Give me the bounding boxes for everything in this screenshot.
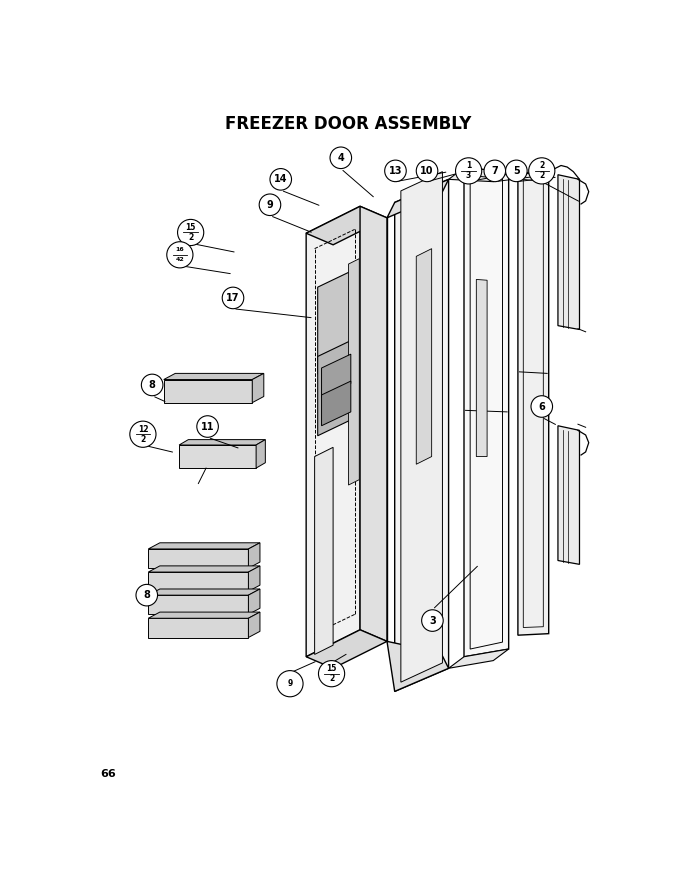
Circle shape [136, 584, 158, 606]
Text: 3: 3 [429, 616, 436, 626]
Polygon shape [148, 543, 260, 549]
Text: FREEZER DOOR ASSEMBLY: FREEZER DOOR ASSEMBLY [225, 115, 472, 133]
Polygon shape [179, 440, 265, 445]
Circle shape [318, 660, 345, 687]
Polygon shape [449, 649, 509, 668]
Polygon shape [322, 354, 351, 397]
Text: 9: 9 [288, 679, 292, 689]
Polygon shape [248, 589, 260, 614]
Text: 15: 15 [186, 223, 196, 232]
Polygon shape [148, 549, 248, 568]
Polygon shape [148, 595, 248, 614]
Text: 13: 13 [389, 165, 402, 176]
Polygon shape [248, 612, 260, 637]
Polygon shape [148, 612, 260, 619]
Polygon shape [387, 642, 449, 691]
Text: 8: 8 [149, 380, 156, 390]
Text: 1: 1 [466, 161, 471, 171]
Text: 2: 2 [539, 161, 545, 171]
Polygon shape [306, 206, 360, 657]
Text: 17: 17 [226, 293, 240, 303]
Polygon shape [248, 543, 260, 568]
Polygon shape [256, 440, 265, 468]
Circle shape [330, 147, 352, 168]
Circle shape [222, 287, 243, 309]
Polygon shape [387, 180, 449, 218]
Text: 6: 6 [539, 402, 545, 412]
Polygon shape [464, 168, 509, 657]
Polygon shape [248, 566, 260, 591]
Polygon shape [476, 280, 487, 457]
Circle shape [416, 160, 438, 181]
Text: 7: 7 [492, 165, 498, 176]
Polygon shape [322, 381, 351, 426]
Text: 2: 2 [188, 233, 193, 242]
Polygon shape [164, 373, 264, 380]
Text: 42: 42 [175, 258, 184, 262]
Circle shape [531, 396, 553, 418]
Polygon shape [360, 206, 387, 642]
Text: 4: 4 [337, 153, 344, 163]
Circle shape [484, 160, 505, 181]
Polygon shape [416, 249, 432, 465]
Circle shape [422, 610, 443, 631]
Polygon shape [558, 174, 579, 329]
Polygon shape [318, 269, 355, 374]
Text: 11: 11 [201, 421, 214, 432]
Text: 9: 9 [267, 200, 273, 210]
Polygon shape [348, 258, 359, 485]
Polygon shape [318, 339, 355, 435]
Polygon shape [509, 172, 549, 174]
Polygon shape [148, 566, 260, 572]
Polygon shape [179, 445, 256, 468]
Circle shape [197, 416, 218, 437]
Polygon shape [394, 180, 449, 691]
Text: 3: 3 [466, 172, 471, 181]
Text: 66: 66 [101, 769, 116, 779]
Polygon shape [148, 589, 260, 595]
Circle shape [528, 158, 555, 184]
Polygon shape [315, 447, 333, 654]
Text: 15: 15 [326, 665, 337, 673]
Polygon shape [401, 172, 443, 682]
Polygon shape [148, 572, 248, 591]
Circle shape [259, 194, 281, 216]
Circle shape [277, 671, 303, 696]
Circle shape [270, 168, 292, 190]
Text: 2: 2 [140, 435, 146, 443]
Circle shape [385, 160, 406, 181]
Text: 8: 8 [143, 590, 150, 600]
Polygon shape [148, 619, 248, 637]
Text: 2: 2 [329, 674, 334, 683]
Text: 16: 16 [175, 247, 184, 252]
Circle shape [177, 219, 204, 245]
Text: 10: 10 [420, 165, 434, 176]
Circle shape [167, 242, 193, 268]
Text: 12: 12 [137, 425, 148, 434]
Text: 5: 5 [513, 165, 520, 176]
Circle shape [130, 421, 156, 447]
Polygon shape [449, 168, 509, 181]
Text: 2: 2 [539, 172, 545, 181]
Text: 14: 14 [274, 174, 288, 184]
Circle shape [456, 158, 481, 184]
Circle shape [506, 160, 527, 181]
Polygon shape [306, 206, 387, 245]
Polygon shape [558, 426, 579, 565]
Polygon shape [306, 630, 387, 668]
Circle shape [141, 374, 163, 396]
Polygon shape [164, 380, 252, 403]
Polygon shape [252, 373, 264, 403]
Polygon shape [518, 172, 549, 635]
